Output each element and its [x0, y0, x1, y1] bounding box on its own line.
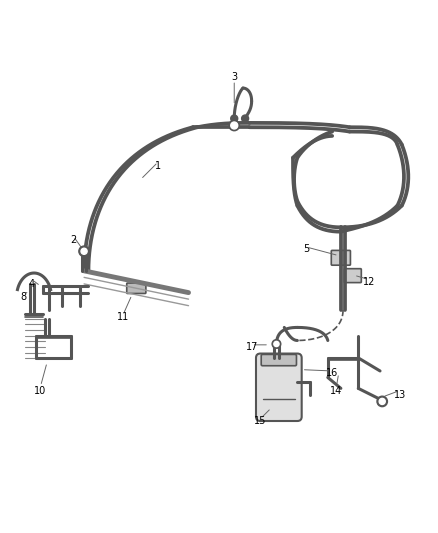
- Text: 3: 3: [231, 72, 237, 82]
- Circle shape: [229, 120, 240, 131]
- Circle shape: [379, 398, 385, 405]
- Text: 1: 1: [155, 161, 161, 172]
- Text: 8: 8: [20, 292, 26, 302]
- Text: 13: 13: [393, 390, 406, 400]
- FancyBboxPatch shape: [127, 283, 146, 294]
- FancyBboxPatch shape: [344, 269, 361, 282]
- Text: 12: 12: [363, 277, 375, 287]
- Circle shape: [231, 122, 238, 129]
- Text: 16: 16: [326, 368, 338, 378]
- Text: 11: 11: [117, 312, 129, 321]
- Circle shape: [274, 341, 279, 346]
- Text: 15: 15: [254, 416, 267, 426]
- Circle shape: [81, 248, 87, 254]
- Text: 14: 14: [330, 385, 343, 395]
- Text: 4: 4: [29, 279, 35, 289]
- Text: 5: 5: [303, 244, 309, 254]
- FancyBboxPatch shape: [256, 353, 302, 421]
- Text: 17: 17: [245, 342, 258, 352]
- Circle shape: [242, 115, 249, 122]
- Text: 2: 2: [70, 236, 76, 245]
- Circle shape: [377, 396, 388, 407]
- Circle shape: [79, 246, 89, 256]
- Circle shape: [272, 340, 281, 349]
- Circle shape: [231, 115, 238, 122]
- Text: 10: 10: [35, 385, 47, 395]
- FancyBboxPatch shape: [261, 354, 297, 366]
- FancyBboxPatch shape: [331, 251, 350, 265]
